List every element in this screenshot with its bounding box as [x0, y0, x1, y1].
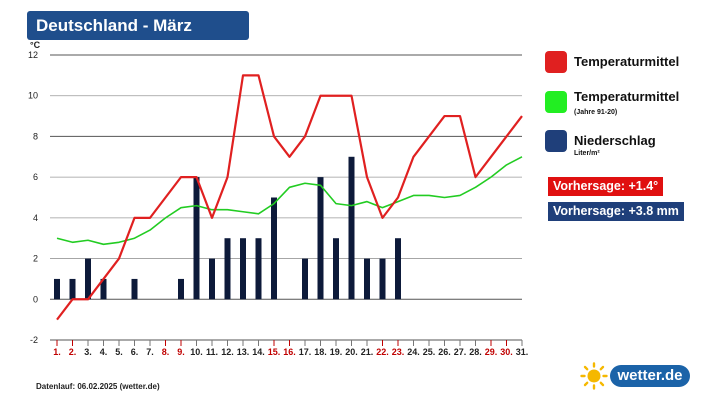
- legend-sub-climate: (Jahre 91-20): [574, 109, 618, 116]
- precipitation-bar: [224, 238, 231, 300]
- x-tick-label: 24.: [407, 347, 420, 357]
- x-tick-label: 23.: [392, 347, 405, 357]
- y-tick-label: -2: [30, 335, 38, 345]
- precipitation-bar: [54, 278, 60, 300]
- legend-sub-precipitation: Liter/m²: [574, 150, 600, 157]
- y-tick-label: 8: [33, 131, 38, 141]
- x-tick-label: 5.: [115, 347, 123, 357]
- x-tick-label: 27.: [454, 347, 467, 357]
- legend-swatch-temperature: [545, 51, 567, 73]
- x-tick-label: 3.: [84, 347, 92, 357]
- data-run-footer: Datenlauf: 06.02.2025 (wetter.de): [36, 382, 160, 391]
- precipitation-bar: [395, 238, 401, 300]
- precipitation-bar: [240, 238, 246, 300]
- y-tick-label: 0: [33, 294, 38, 304]
- y-tick-label: 12: [28, 50, 38, 60]
- precipitation-bar: [364, 258, 370, 300]
- precipitation-bar: [209, 258, 215, 300]
- x-tick-label: 7.: [146, 347, 154, 357]
- x-tick-label: 29.: [485, 347, 498, 357]
- x-tick-label: 30.: [500, 347, 513, 357]
- x-tick-label: 13.: [237, 347, 250, 357]
- y-tick-label: 2: [33, 254, 38, 264]
- legend-label-precipitation: Niederschlag: [574, 133, 656, 148]
- x-tick-label: 22.: [376, 347, 389, 357]
- x-tick-label: 9.: [177, 347, 185, 357]
- x-tick-label: 20.: [345, 347, 358, 357]
- legend-label-temperature: Temperaturmittel: [574, 54, 680, 69]
- x-tick-label: 10.: [190, 347, 203, 357]
- x-tick-label: 28.: [469, 347, 482, 357]
- x-tick-label: 18.: [314, 347, 327, 357]
- logo-text: wetter.de: [610, 365, 690, 387]
- forecast-temperature-badge: Vorhersage: +1.4°: [548, 177, 664, 196]
- x-tick-label: 15.: [268, 347, 281, 357]
- x-tick-label: 17.: [299, 347, 312, 357]
- x-tick-label: 19.: [330, 347, 343, 357]
- y-unit-label: °C: [30, 40, 41, 50]
- precipitation-bar: [193, 177, 200, 300]
- page-title: Deutschland - März: [27, 11, 249, 40]
- x-tick-label: 25.: [423, 347, 436, 357]
- precipitation-bar: [69, 278, 76, 300]
- precipitation-bar: [317, 177, 324, 300]
- precipitation-bar: [100, 278, 107, 300]
- x-tick-label: 6.: [131, 347, 139, 357]
- x-tick-label: 14.: [252, 347, 265, 357]
- x-tick-label: 16.: [283, 347, 296, 357]
- precipitation-bar: [255, 238, 262, 300]
- x-tick-label: 11.: [206, 347, 218, 357]
- y-tick-label: 10: [28, 91, 38, 101]
- precipitation-bar: [131, 278, 138, 300]
- sun-icon: [580, 362, 608, 390]
- precipitation-bar: [178, 278, 184, 300]
- x-tick-label: 26.: [438, 347, 451, 357]
- y-tick-label: 4: [33, 213, 38, 223]
- precipitation-bar: [379, 258, 386, 300]
- x-tick-label: 2.: [69, 347, 77, 357]
- temperature-mean-line: [56, 74, 523, 321]
- legend-label-climate: Temperaturmittel: [574, 89, 680, 104]
- precipitation-bar: [333, 238, 339, 300]
- precipitation-bar: [348, 156, 355, 300]
- precipitation-bar: [302, 258, 308, 300]
- x-tick-label: 8.: [162, 347, 170, 357]
- precipitation-bar: [271, 197, 277, 300]
- legend-swatch-climate: [545, 91, 567, 113]
- x-tick-label: 12.: [221, 347, 234, 357]
- climate-mean-line: [56, 156, 523, 246]
- x-tick-label: 31.: [516, 347, 529, 357]
- x-tick-label: 21.: [361, 347, 374, 357]
- y-tick-label: 6: [33, 172, 38, 182]
- forecast-precipitation-badge: Vorhersage: +3.8 mm: [548, 202, 684, 221]
- x-tick-label: 4.: [100, 347, 108, 357]
- wetter-logo[interactable]: wetter.de: [580, 362, 690, 390]
- x-tick-label: 1.: [53, 347, 61, 357]
- precipitation-bar: [85, 258, 91, 300]
- legend-swatch-precipitation: [545, 130, 567, 152]
